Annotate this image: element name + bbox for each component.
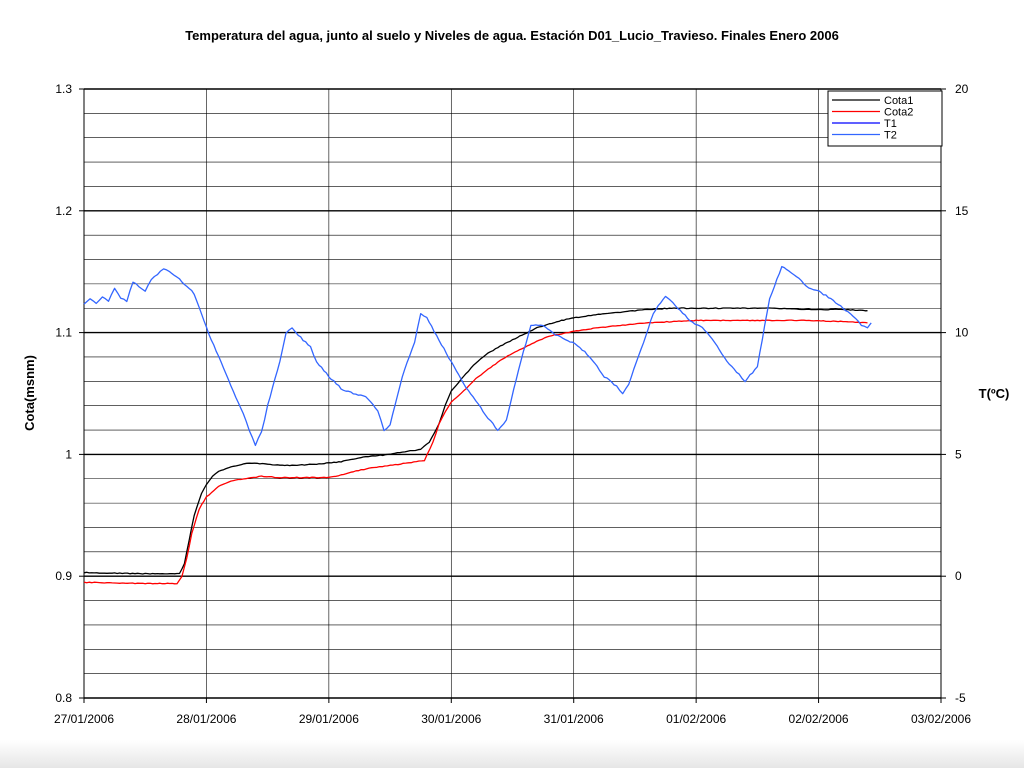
y-axis-label: Cota(msnm) xyxy=(22,355,37,431)
y2-tick-label: 0 xyxy=(955,569,962,583)
x-tick-label: 02/02/2006 xyxy=(789,712,849,726)
legend-label-t2: T2 xyxy=(884,130,897,142)
y2-tick-label: 15 xyxy=(955,204,969,218)
legend-label-cota1: Cota1 xyxy=(884,95,913,107)
chart-title: Temperatura del agua, junto al suelo y N… xyxy=(185,28,839,43)
y-tick-label: 1.2 xyxy=(55,204,72,218)
series-layer xyxy=(83,265,872,585)
x-tick-label: 27/01/2006 xyxy=(54,712,114,726)
y2-tick-label: 5 xyxy=(955,447,962,461)
y-tick-label: 1.3 xyxy=(55,82,72,96)
x-tick-label: 03/02/2006 xyxy=(911,712,971,726)
y2-tick-label: 10 xyxy=(955,326,969,340)
y2-tick-label: 20 xyxy=(955,82,969,96)
y-tick-label: 1.1 xyxy=(55,326,72,340)
x-tick-label: 28/01/2006 xyxy=(176,712,236,726)
x-tick-label: 31/01/2006 xyxy=(544,712,604,726)
x-tick-label: 30/01/2006 xyxy=(421,712,481,726)
y2-tick-label: -5 xyxy=(955,691,966,705)
series-line-t2 xyxy=(83,265,872,447)
x-tick-label: 29/01/2006 xyxy=(299,712,359,726)
bottom-fade xyxy=(0,740,1024,768)
legend-label-t1: T1 xyxy=(884,118,897,130)
y-tick-label: 0.8 xyxy=(55,691,72,705)
legend-label-cota2: Cota2 xyxy=(884,107,913,119)
x-tick-label: 01/02/2006 xyxy=(666,712,726,726)
y2-axis-label: T(ºC) xyxy=(979,386,1010,401)
series-line-cota1 xyxy=(83,307,868,575)
chart-canvas: Temperatura del agua, junto al suelo y N… xyxy=(22,28,1010,726)
series-line-cota2 xyxy=(83,319,868,585)
axes: 0.8 0.9 1 1.1 1.2 1.3 -5 0 5 10 15 20 27/01/2006 28/0… xyxy=(54,82,971,726)
y-tick-label: 0.9 xyxy=(55,569,72,583)
y-tick-label: 1 xyxy=(65,447,72,461)
grid-lines xyxy=(84,88,941,699)
